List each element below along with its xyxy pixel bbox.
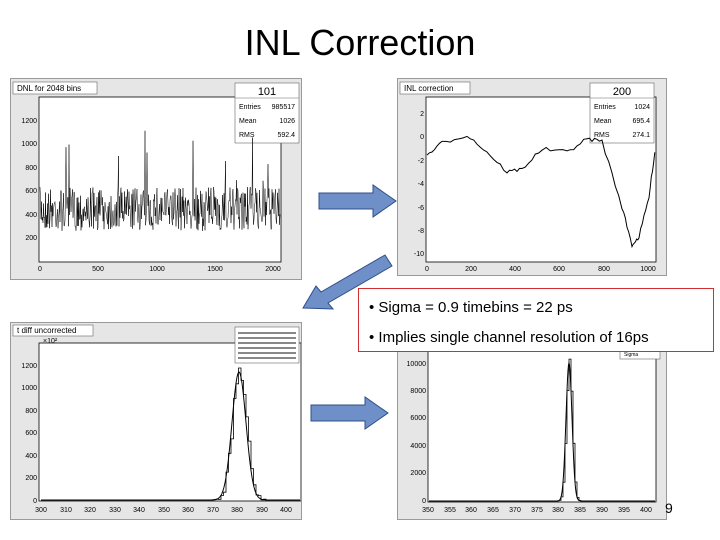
dnl-trace [39, 130, 281, 231]
svg-text:200: 200 [25, 475, 37, 482]
svg-text:320: 320 [84, 507, 96, 514]
svg-text:1200: 1200 [21, 118, 37, 125]
svg-text:310: 310 [60, 507, 72, 514]
svg-text:370: 370 [509, 507, 521, 514]
svg-text:Sigma: Sigma [624, 352, 638, 358]
stats-id: 101 [258, 86, 276, 98]
svg-text:365: 365 [487, 507, 499, 514]
svg-text:340: 340 [133, 507, 145, 514]
svg-text:2: 2 [420, 111, 424, 118]
svg-text:-4: -4 [418, 181, 424, 188]
svg-text:0: 0 [425, 266, 429, 273]
svg-text:390: 390 [256, 507, 268, 514]
hist-title: t diff uncorrected [17, 326, 76, 335]
page-number: 9 [665, 500, 673, 516]
right-arrow-icon [310, 396, 389, 430]
svg-text:Mean: Mean [239, 118, 257, 125]
svg-text:6000: 6000 [410, 415, 426, 422]
inl-correction-panel: INL correction 200 Entries 1024 Mean 695.4… [397, 78, 667, 276]
svg-text:400: 400 [640, 507, 652, 514]
svg-text:592.4: 592.4 [277, 132, 295, 139]
svg-text:-2: -2 [418, 158, 424, 165]
stats-box [589, 82, 655, 144]
stats-box [234, 82, 300, 144]
svg-text:200: 200 [25, 235, 37, 242]
down-left-arrow-icon [302, 254, 393, 310]
svg-text:350: 350 [422, 507, 434, 514]
bullet-resolution: • Implies single channel resolution of 1… [369, 329, 649, 346]
svg-text:2000: 2000 [410, 470, 426, 477]
svg-text:380: 380 [552, 507, 564, 514]
svg-text:1000: 1000 [21, 385, 37, 392]
svg-text:0: 0 [420, 134, 424, 141]
svg-text:400: 400 [280, 507, 292, 514]
svg-text:RMS: RMS [594, 132, 610, 139]
svg-text:600: 600 [25, 188, 37, 195]
svg-text:380: 380 [231, 507, 243, 514]
svg-text:390: 390 [596, 507, 608, 514]
svg-text:-10: -10 [414, 251, 424, 258]
svg-text:Entries: Entries [239, 104, 261, 111]
svg-text:800: 800 [25, 165, 37, 172]
tdiff-fit-curve [41, 371, 300, 501]
inl-trace [426, 135, 656, 249]
hist-title: DNL for 2048 bins [17, 84, 81, 93]
svg-text:300: 300 [35, 507, 47, 514]
svg-text:0: 0 [422, 498, 426, 505]
bullet-sigma: • Sigma = 0.9 timebins = 22 ps [369, 299, 573, 316]
corrected-histogram: Sigma 0 2000 4000 6000 8000 10000 350 35… [407, 344, 661, 514]
dnl-histogram-panel: DNL for 2048 bins 101 Entries 985517 Mean… [10, 78, 302, 280]
svg-text:400: 400 [509, 266, 521, 273]
svg-text:RMS: RMS [239, 132, 255, 139]
svg-text:1024: 1024 [634, 104, 650, 111]
svg-text:395: 395 [618, 507, 630, 514]
svg-text:800: 800 [25, 408, 37, 415]
svg-text:400: 400 [25, 453, 37, 460]
slide-title: INL Correction [244, 22, 476, 63]
svg-text:Mean: Mean [594, 118, 612, 125]
stats-id: 200 [613, 86, 631, 98]
svg-text:1026: 1026 [279, 118, 295, 125]
svg-text:375: 375 [531, 507, 543, 514]
svg-text:10000: 10000 [407, 361, 427, 368]
svg-text:Entries: Entries [594, 104, 616, 111]
right-arrow-icon [318, 184, 397, 218]
svg-text:600: 600 [25, 430, 37, 437]
svg-text:370: 370 [207, 507, 219, 514]
dnl-histogram: DNL for 2048 bins 101 Entries 985517 Mean… [12, 81, 300, 273]
svg-text:385: 385 [574, 507, 586, 514]
tdiff-uncorrected-panel: t diff uncorrected ×10² 0 200 400 600 80… [10, 322, 302, 520]
svg-text:4000: 4000 [410, 443, 426, 450]
svg-text:1500: 1500 [207, 266, 223, 273]
svg-text:400: 400 [25, 212, 37, 219]
svg-text:1000: 1000 [640, 266, 656, 273]
svg-text:360: 360 [182, 507, 194, 514]
svg-text:985517: 985517 [272, 104, 295, 111]
svg-text:800: 800 [598, 266, 610, 273]
corrected-fit-curve [429, 361, 655, 502]
results-callout: • Sigma = 0.9 timebins = 22 ps • Implies… [358, 288, 714, 352]
axis-exponent: ×10² [43, 338, 58, 345]
svg-text:0: 0 [33, 498, 37, 505]
svg-text:355: 355 [444, 507, 456, 514]
tdiff-histogram: t diff uncorrected ×10² 0 200 400 600 80… [12, 324, 301, 514]
hist-title: INL correction [404, 84, 454, 93]
svg-text:-6: -6 [418, 205, 424, 212]
svg-text:1200: 1200 [21, 363, 37, 370]
svg-text:500: 500 [92, 266, 104, 273]
svg-text:695.4: 695.4 [632, 118, 650, 125]
inl-histogram: INL correction 200 Entries 1024 Mean 695.4… [399, 81, 657, 273]
svg-text:2000: 2000 [265, 266, 281, 273]
svg-text:1000: 1000 [21, 141, 37, 148]
svg-text:350: 350 [158, 507, 170, 514]
svg-text:0: 0 [38, 266, 42, 273]
svg-text:360: 360 [465, 507, 477, 514]
svg-text:274.1: 274.1 [632, 132, 650, 139]
svg-text:-8: -8 [418, 228, 424, 235]
svg-text:200: 200 [465, 266, 477, 273]
svg-text:8000: 8000 [410, 388, 426, 395]
svg-text:1000: 1000 [149, 266, 165, 273]
svg-text:330: 330 [109, 507, 121, 514]
svg-text:600: 600 [553, 266, 565, 273]
